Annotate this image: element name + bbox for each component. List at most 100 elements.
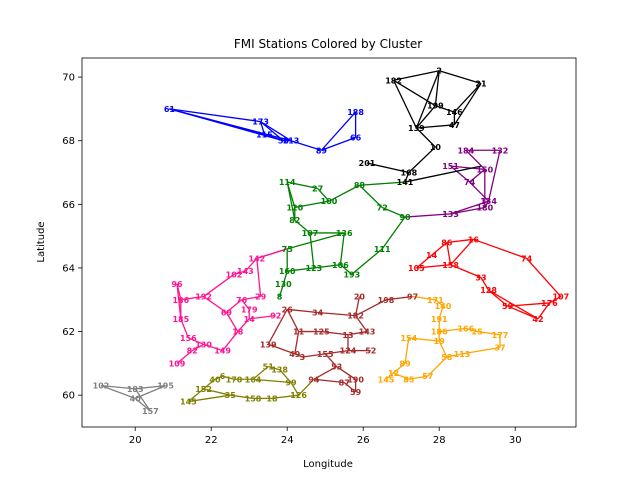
cluster-edge — [393, 79, 436, 107]
cluster-edge — [241, 295, 261, 301]
station-label: 198 — [378, 296, 395, 305]
station-label: 53 — [331, 363, 342, 372]
cluster-edge — [324, 353, 338, 367]
station-label: 89 — [399, 359, 411, 368]
cluster-edge — [526, 257, 562, 298]
cluster-edge — [453, 83, 482, 126]
edges-layer — [100, 70, 562, 412]
cluster-edge — [446, 242, 452, 265]
cluster-edge — [450, 264, 482, 279]
cluster-edge — [264, 133, 284, 142]
axes-frame — [81, 57, 577, 428]
cluster-edge — [259, 121, 266, 135]
station-label: 8 — [277, 293, 283, 302]
cluster-edge — [408, 337, 440, 342]
cluster-edge — [461, 346, 501, 355]
cluster-edge — [381, 206, 406, 218]
station-label: 26 — [282, 305, 294, 314]
cluster-edge — [385, 295, 413, 301]
station-label: 158 — [442, 261, 459, 270]
station-label: 90 — [399, 213, 411, 222]
station-label: 184 — [457, 146, 474, 155]
station-label: 18 — [232, 328, 244, 337]
station-label: 58 — [441, 353, 453, 362]
station-label: 188 — [347, 108, 364, 117]
station-label: 72 — [377, 204, 388, 213]
cluster-edge — [267, 308, 288, 345]
station-label: 47 — [449, 121, 460, 130]
station-label: 74 — [464, 178, 476, 187]
y-tick-label: 60 — [62, 391, 75, 402]
cluster-edge — [393, 362, 406, 374]
station-label: 130 — [275, 280, 292, 289]
cluster-edge — [100, 385, 136, 399]
cluster-edge — [241, 299, 250, 310]
station-label: 89 — [316, 146, 328, 155]
station-label: 143 — [237, 267, 254, 276]
station-label: 136 — [336, 229, 353, 238]
cluster-edge — [355, 299, 387, 317]
station-label: 99 — [285, 378, 297, 387]
station-label: 20 — [354, 293, 366, 302]
station-label: 145 — [378, 375, 395, 384]
cluster-edge — [408, 375, 428, 380]
cluster-edge — [473, 238, 527, 260]
station-label: 42 — [532, 315, 543, 324]
y-tick-label: 70 — [62, 73, 75, 84]
station-label: 190 — [347, 375, 364, 384]
cluster-edge — [434, 299, 444, 307]
station-label: 107 — [302, 229, 319, 238]
y-axis: 60 62 64 66 68 70 — [62, 73, 82, 402]
station-label: 168 — [400, 169, 417, 178]
cluster-edge — [359, 181, 406, 186]
cluster-edge — [488, 289, 539, 320]
station-label: 6 — [220, 372, 226, 381]
cluster-edge — [393, 372, 410, 380]
cluster-edge — [321, 330, 349, 336]
station-label: 150 — [476, 165, 493, 174]
cluster-edge — [313, 264, 341, 269]
cluster-edge — [385, 372, 395, 380]
station-label: 145 — [180, 398, 197, 407]
station-label: 52 — [365, 347, 376, 356]
station-label: 124 — [340, 347, 357, 356]
cluster-edge — [222, 331, 239, 352]
cluster-edge — [279, 369, 292, 383]
x-tick-label: 22 — [205, 435, 218, 446]
cluster-edge — [415, 105, 436, 129]
station-label: 157 — [142, 407, 159, 416]
station-label: 160 — [279, 267, 296, 276]
cluster-edge — [351, 248, 383, 275]
station-label: 82 — [187, 347, 198, 356]
cluster-edge — [438, 305, 444, 320]
station-label: 19 — [434, 337, 446, 346]
cluster-edge — [416, 264, 451, 269]
cluster-edge — [446, 238, 474, 244]
cluster-edge — [286, 181, 296, 221]
cluster-edge — [252, 378, 292, 384]
station-label: 185 — [172, 315, 189, 324]
station-label: 177 — [492, 331, 509, 340]
cluster-edge — [415, 70, 440, 129]
station-label: 51 — [263, 363, 275, 372]
cluster-edge — [237, 318, 250, 333]
station-label: 113 — [283, 137, 300, 146]
cluster-edge — [100, 384, 136, 390]
cluster-edge — [287, 267, 314, 272]
station-label: 166 — [457, 324, 474, 333]
cluster-edge — [408, 146, 436, 173]
station-label: 94 — [308, 375, 320, 384]
cluster-edge — [446, 353, 463, 358]
cluster-edge — [287, 232, 345, 250]
station-label: 123 — [305, 264, 322, 273]
station-label: 182 — [347, 312, 364, 321]
cluster-edge — [267, 343, 296, 355]
station-label: 33 — [475, 273, 486, 282]
cluster-edge — [290, 140, 322, 151]
station-label: 14 — [244, 315, 256, 324]
cluster-edge — [415, 127, 436, 148]
cluster-edge — [294, 331, 300, 354]
cluster-edge — [404, 337, 410, 364]
cluster-edge — [450, 165, 471, 183]
station-label: 40 — [130, 394, 142, 403]
